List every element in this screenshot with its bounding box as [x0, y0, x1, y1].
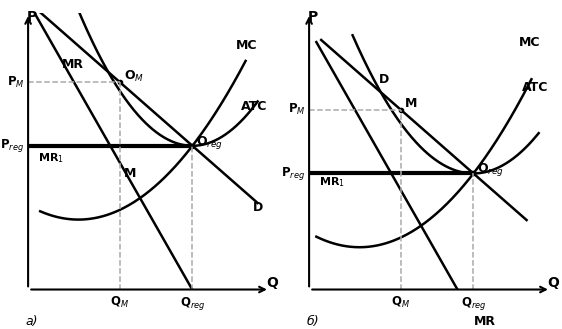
Text: MC: MC — [236, 39, 257, 52]
Text: O$_{reg}$: O$_{reg}$ — [196, 134, 223, 151]
Text: ATC: ATC — [241, 100, 267, 113]
Text: P: P — [307, 11, 318, 24]
Text: O$_M$: O$_M$ — [124, 68, 144, 84]
Text: а): а) — [26, 316, 38, 328]
Text: P: P — [26, 11, 37, 24]
Text: D: D — [253, 201, 263, 214]
Text: P$_M$: P$_M$ — [7, 75, 25, 90]
Text: P$_{reg}$: P$_{reg}$ — [1, 137, 25, 154]
Text: M: M — [124, 166, 136, 180]
Text: O$_{reg}$: O$_{reg}$ — [477, 161, 504, 178]
Text: Q$_{reg}$: Q$_{reg}$ — [180, 295, 205, 312]
Text: MR: MR — [473, 316, 496, 328]
Text: Q$_M$: Q$_M$ — [391, 295, 410, 310]
Text: ATC: ATC — [522, 81, 548, 93]
Text: Q: Q — [547, 275, 559, 290]
Text: M: M — [405, 97, 417, 110]
Text: MR: MR — [62, 59, 84, 71]
Text: Q: Q — [266, 275, 278, 290]
Text: б): б) — [307, 316, 319, 328]
Text: D: D — [379, 73, 389, 86]
Text: P$_M$: P$_M$ — [288, 102, 306, 117]
Text: Q$_M$: Q$_M$ — [110, 295, 129, 310]
Text: MR$_1$: MR$_1$ — [319, 175, 345, 189]
Text: MR$_1$: MR$_1$ — [38, 151, 64, 165]
Text: P$_{reg}$: P$_{reg}$ — [282, 165, 306, 182]
Text: Q$_{reg}$: Q$_{reg}$ — [461, 295, 486, 312]
Text: MC: MC — [519, 36, 541, 49]
